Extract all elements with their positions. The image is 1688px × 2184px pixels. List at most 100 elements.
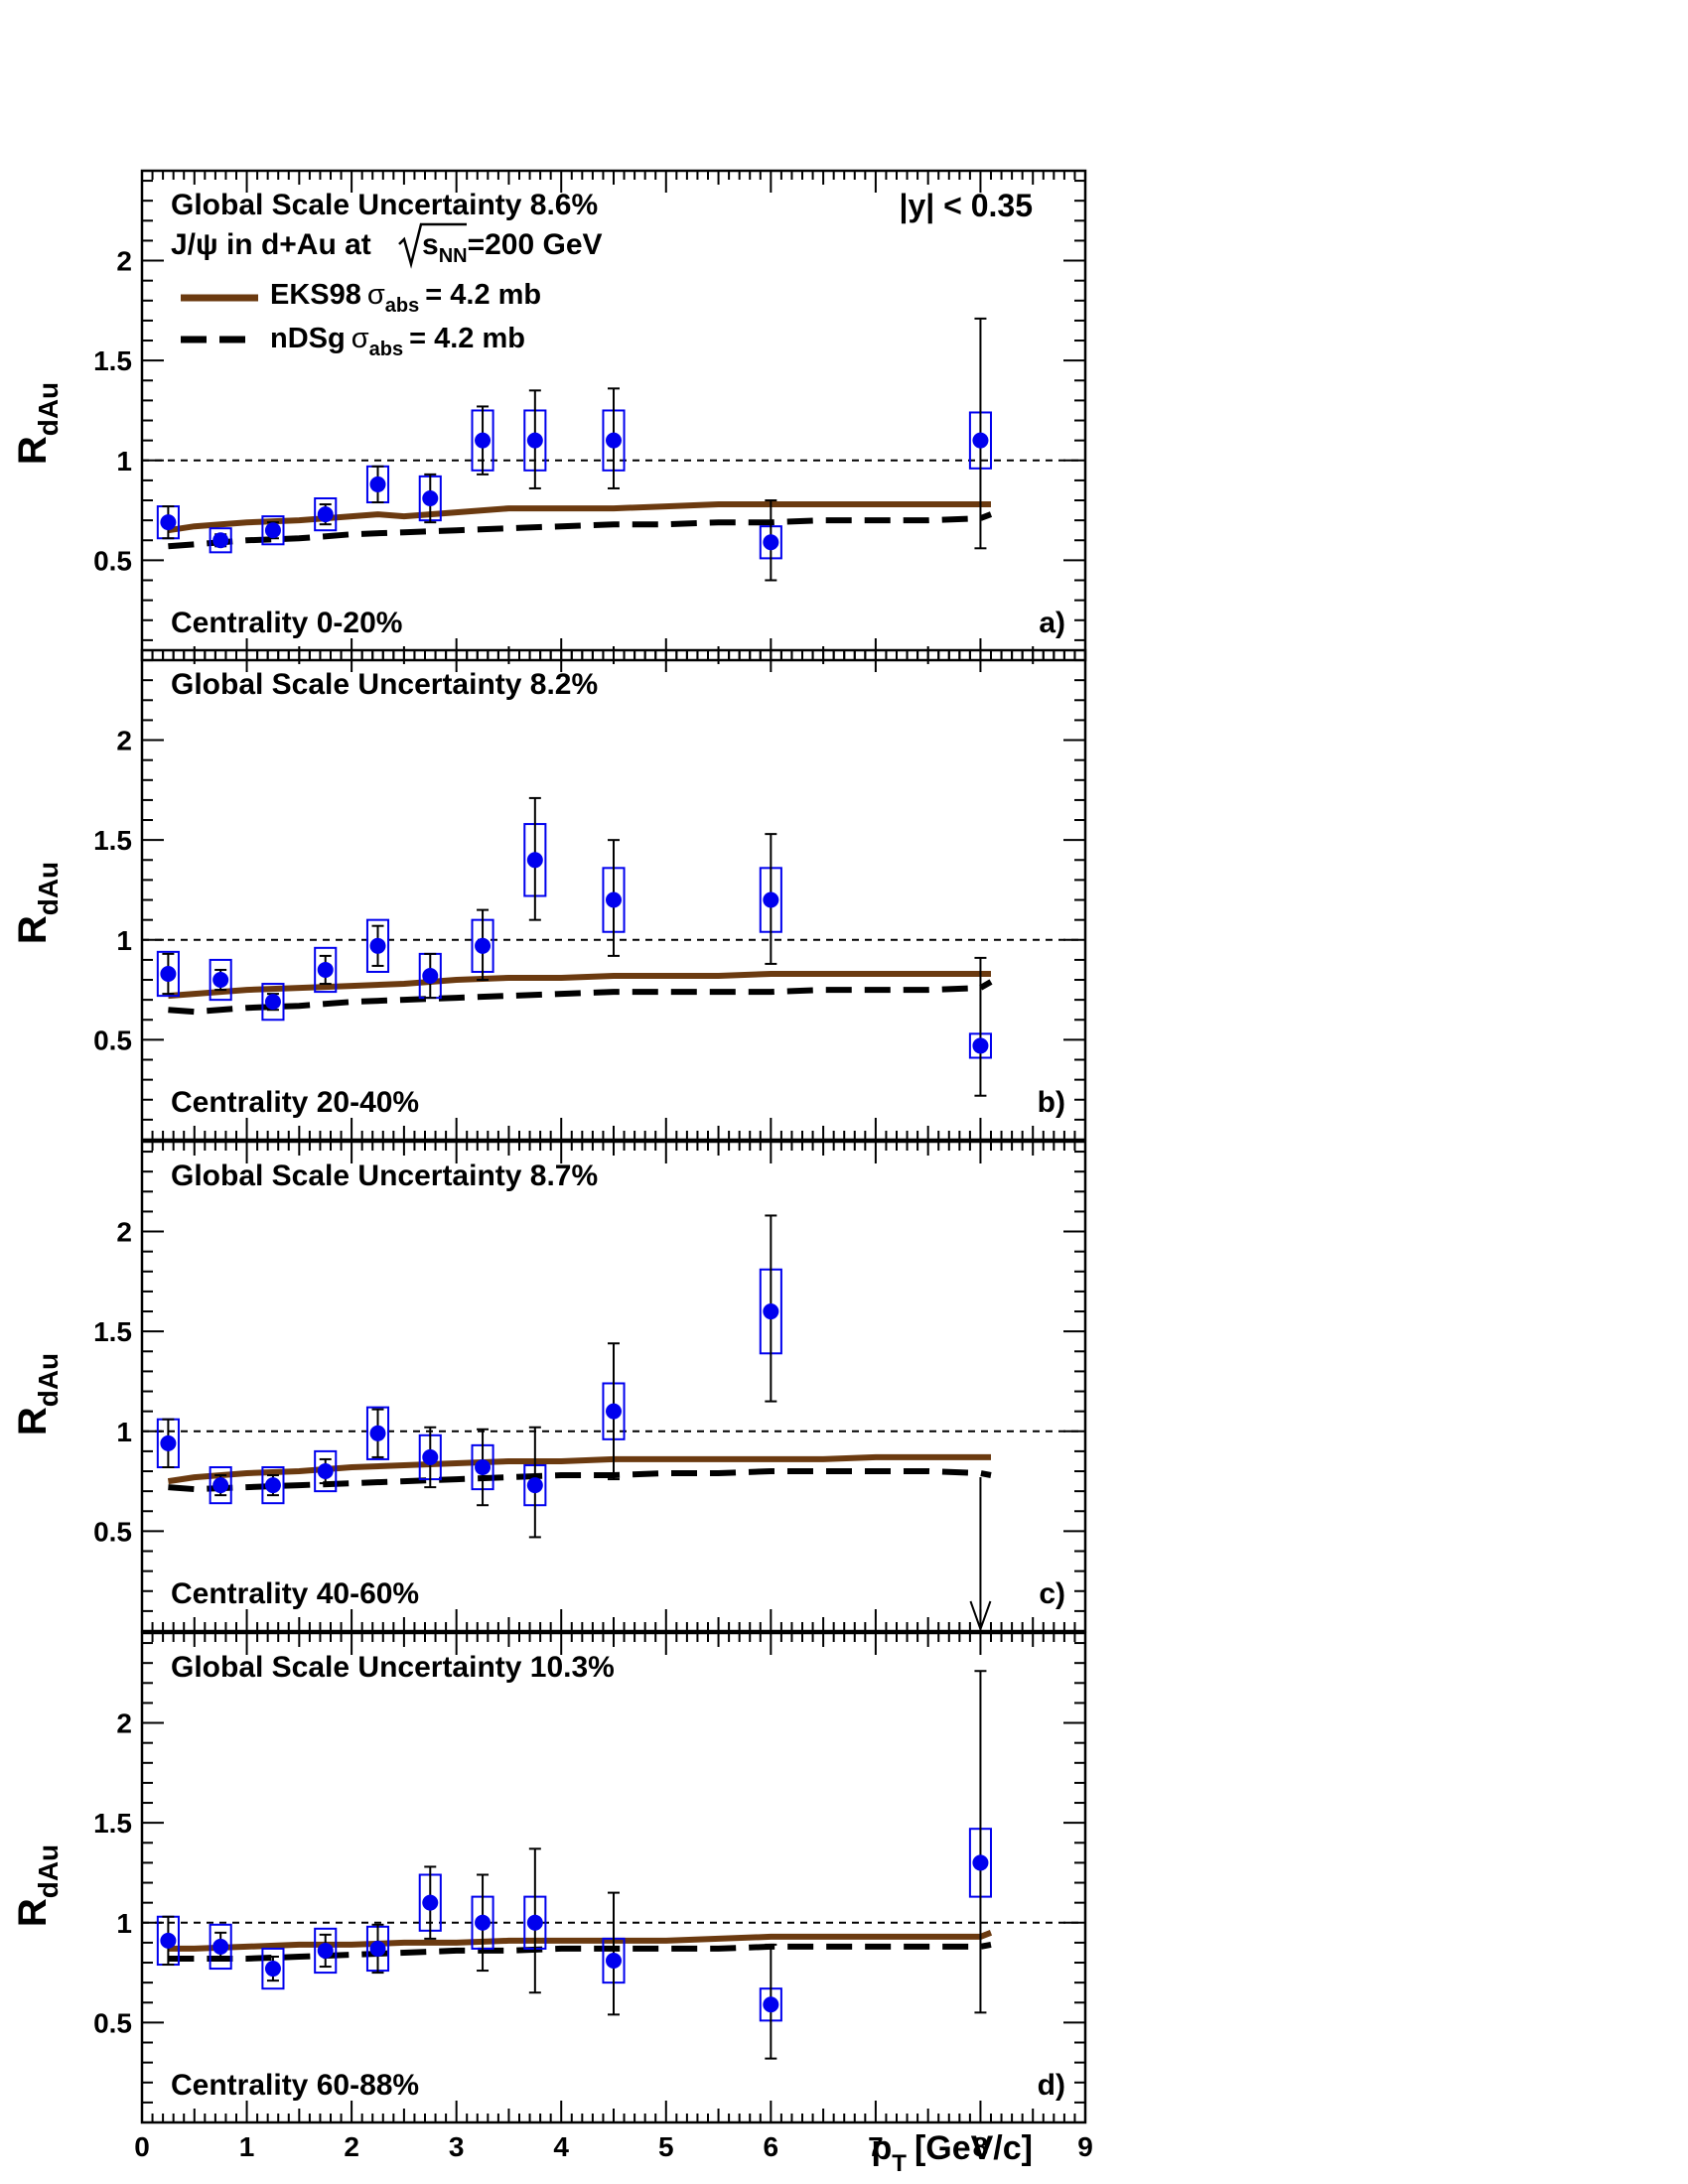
panel-a-data-point [212,532,229,549]
panel-b-data-point [763,891,779,908]
panel-c-ytick-label: 0.5 [93,1516,132,1547]
panel-d-data-point [264,1961,281,1978]
panel-d-scale-uncertainty: Global Scale Uncertainty 10.3% [171,1651,615,1684]
panel-a-sys-box [209,527,232,554]
system-label-s: s [422,228,439,261]
x-tick-label: 9 [1077,2131,1093,2162]
panel-b-data-point [160,965,177,982]
panel-a-centrality: Centrality 0-20% [171,607,402,639]
panel-b-data-point [526,852,543,869]
panel-a-eks98-curve [167,501,991,534]
y-axis-title-sub: dAu [33,382,64,436]
panel-b-ndsg-curve [168,979,993,1016]
system-label: J/ψ in d+Au at sNN=200 GeV [171,222,603,269]
panel-c-ytick-label: 2 [116,1217,132,1248]
panel-c-upper-limit-arrow [969,1600,992,1632]
panel-d-data-point [763,1996,779,2013]
panel-a-ytick-label: 2 [116,246,132,277]
panel-c-data-point [475,1458,492,1475]
panel-b-eks98-curve [168,971,991,1000]
svg-text:J/ψ in d+Au at: J/ψ in d+Au at [171,228,371,261]
x-tick-label: 8 [973,2131,989,2162]
panel-b-data-point [475,937,492,954]
panel-b-data-point [606,891,622,908]
y-axis-title-sub: dAu [33,1353,64,1407]
panel-a-data-point [369,476,386,492]
panel-a-sys-box [314,497,338,532]
sqrt-symbol [398,222,467,269]
panel-d-sys-box [261,1947,285,1990]
panel-d-label: d) [1038,2069,1065,2102]
panel-c-ytick-label: 1 [116,1417,132,1447]
panel-d-ytick-label: 1 [116,1908,132,1939]
panels: 0.5 1 1.5 2 RdAu Global Scale Uncertainty 8.6… [11,169,1093,2162]
legend-eks98-sigma: σ [367,279,385,311]
panel-a-data-point [606,432,622,449]
panel-d: 0.5 1 1.5 2 RdAu Global Scale Uncertainty 10.… [11,1631,1087,2124]
panel-b-ytick-label: 2 [116,726,132,756]
x-tick-label: 3 [449,2131,465,2162]
y-axis-title-main: R [11,1407,55,1435]
panel-c-sys-box [209,1465,232,1505]
panel-a-data-point [422,490,439,507]
panel-b-y-axis-title: RdAu [11,862,64,944]
panel-d-ytick-label: 1.5 [93,1808,132,1839]
panel-b-data-point [264,994,281,1011]
panel-d-data-point [972,1854,989,1871]
panel-b-ytick-label: 1 [116,925,132,956]
svg-text:sNN=200 GeV: sNN=200 GeV [422,228,603,267]
panel-c-label: c) [1039,1577,1065,1610]
panel-a-ytick-label: 1.5 [93,345,132,376]
y-axis-title-sub: dAu [33,862,64,915]
panel-b-data-point [369,937,386,954]
panel-a-data-point [972,432,989,449]
panel-c-centrality: Centrality 40-60% [171,1577,419,1610]
panel-b-centrality: Centrality 20-40% [171,1086,419,1119]
panel-b-sys-box [314,946,338,994]
legend-ndsg-sub: abs [369,339,403,360]
panel-a-label: a) [1039,607,1065,639]
legend: EKS98 σabs = 4.2 mb nDSg σabs = 4.2 mb [181,279,541,360]
panel-d-data-point [422,1894,439,1911]
panel-c-sys-box [314,1449,338,1493]
panel-a-sys-box [261,515,285,546]
panel-b-sys-box [156,950,180,998]
panel-a-data-point [475,432,492,449]
panel-c-data-point [422,1448,439,1465]
panel-d-data-point [317,1942,334,1959]
x-axis-title-units: [GeV/c] [914,2129,1033,2167]
panel-c-sys-box [365,1406,390,1460]
panel-c: 0.5 1 1.5 2 RdAu Global Scale Uncertainty 8.7… [11,1140,1087,1633]
rapidity-label: |y| < 0.35 [900,188,1033,223]
panel-b-sys-box [209,958,232,1002]
panel-d-data-point [526,1914,543,1931]
panel-d-ytick-label: 0.5 [93,2007,132,2038]
legend-ndsg-value: = 4.2 mb [409,323,525,354]
panel-a-data-point [264,522,281,539]
panel-b-sys-box [261,983,285,1022]
legend-eks98-sub: abs [385,295,419,317]
panel-d-eks98-curve [168,1930,993,1952]
y-axis-title-main: R [11,915,55,944]
legend-ndsg-name: nDSg [270,323,346,354]
y-axis-title-main: R [11,1898,55,1927]
x-tick-label: 1 [239,2131,255,2162]
panel-a-data-point [317,506,334,523]
x-tick-label: 4 [553,2131,569,2162]
panel-a-y-axis-title: RdAu [11,382,64,465]
panel-a-data-point [526,432,543,449]
panel-c-data-point [264,1477,281,1494]
panel-c-ytick-label: 1.5 [93,1316,132,1347]
panel-c-data-point [526,1477,543,1494]
panel-d-y-axis-title: RdAu [11,1844,64,1927]
panel-c-data-point [317,1463,334,1480]
panel-b-label: b) [1038,1086,1065,1119]
x-tick-label: 5 [658,2131,674,2162]
panel-d-sys-box [209,1923,232,1971]
x-tick-label: 7 [868,2131,884,2162]
panel-d-ytick-label: 2 [116,1708,132,1739]
panel-c-sys-box [261,1465,285,1505]
panel-c-data-point [606,1403,622,1420]
